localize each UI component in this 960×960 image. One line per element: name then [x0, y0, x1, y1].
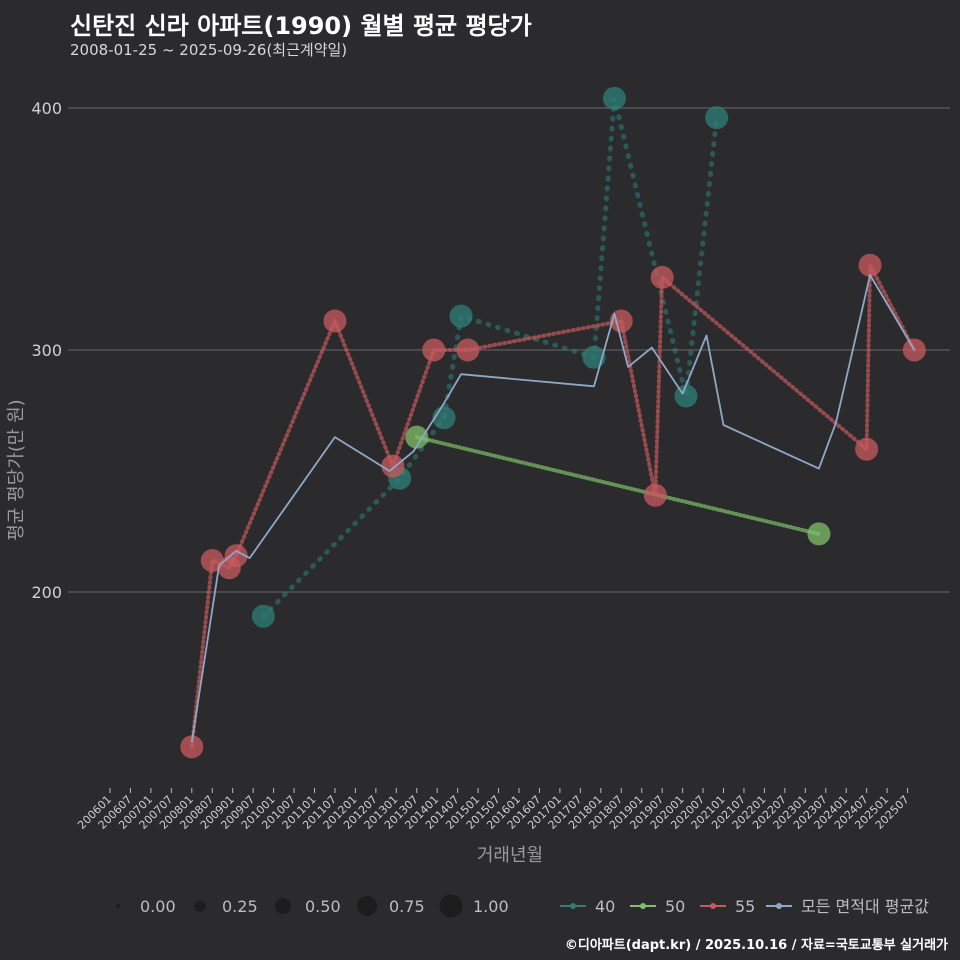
- data-point: [807, 522, 831, 546]
- y-axis-title: 평균 평당가(만 원): [6, 399, 27, 540]
- size-legend-dot: [357, 896, 377, 916]
- x-axis-title: 거래년월: [477, 845, 543, 866]
- legend-dot: [570, 903, 576, 909]
- size-legend-label: 0.00: [140, 897, 176, 916]
- data-point: [650, 265, 674, 289]
- legend-dot: [776, 903, 782, 909]
- data-point: [602, 86, 626, 110]
- data-point: [180, 735, 204, 759]
- data-point: [422, 338, 446, 362]
- size-legend-label: 1.00: [473, 897, 509, 916]
- data-point: [449, 304, 473, 328]
- legend-dot: [710, 903, 716, 909]
- size-legend-dot: [194, 900, 206, 912]
- y-tick-label: 200: [31, 583, 62, 602]
- series-3: [190, 274, 916, 743]
- chart-title: 신탄진 신라 아파트(1990) 월별 평균 평당가: [70, 12, 532, 40]
- series-line: [189, 264, 917, 749]
- data-point: [381, 454, 405, 478]
- size-legend-label: 0.25: [222, 897, 258, 916]
- source-caption: ©디아파트(dapt.kr) / 2025.10.16 / 자료=국토교통부 실…: [564, 938, 948, 953]
- size-legend-dot: [275, 898, 291, 914]
- size-legend-dot: [439, 894, 463, 918]
- series-line: [414, 435, 821, 536]
- data-point: [251, 604, 275, 628]
- data-point: [456, 338, 480, 362]
- data-point: [643, 483, 667, 507]
- data-point: [582, 345, 606, 369]
- data-point: [323, 309, 347, 333]
- size-legend-label: 0.75: [389, 897, 425, 916]
- series-0: [251, 86, 729, 628]
- y-tick-label: 400: [31, 99, 62, 118]
- data-point: [855, 437, 879, 461]
- legend-label: 모든 면적대 평균값: [801, 897, 929, 916]
- data-point: [224, 544, 248, 568]
- legend-label: 50: [665, 897, 685, 916]
- data-point: [705, 106, 729, 130]
- legend-label: 55: [735, 897, 755, 916]
- data-point: [405, 425, 429, 449]
- legend-label: 40: [595, 897, 615, 916]
- series-1: [405, 425, 831, 546]
- size-legend-label: 0.50: [305, 897, 341, 916]
- y-tick-label: 300: [31, 341, 62, 360]
- series-line: [260, 97, 720, 619]
- average-line: [190, 274, 916, 743]
- series-2: [180, 253, 926, 759]
- data-point: [609, 309, 633, 333]
- data-point: [858, 253, 882, 277]
- size-legend-dot: [116, 904, 120, 908]
- chart-subtitle: 2008-01-25 ~ 2025-09-26(최근계약일): [70, 41, 348, 59]
- data-point: [432, 406, 456, 430]
- legend-dot: [640, 903, 646, 909]
